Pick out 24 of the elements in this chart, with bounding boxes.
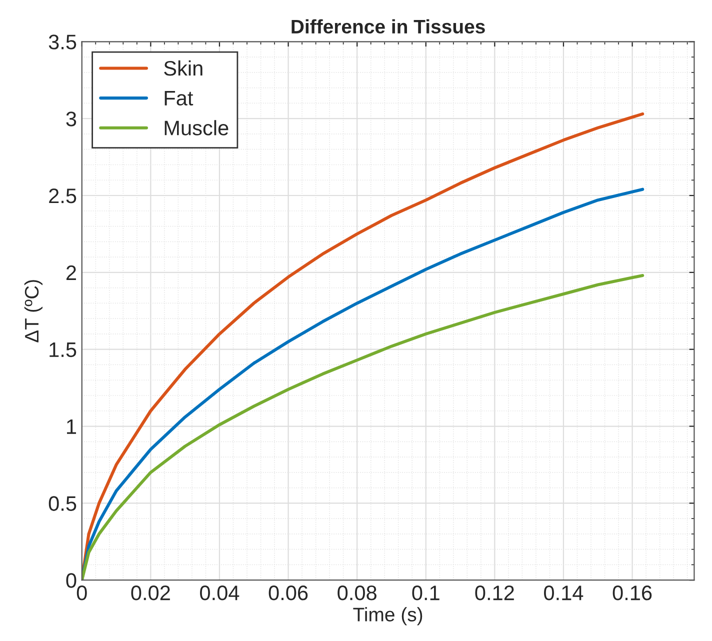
x-tick-label: 0: [76, 586, 87, 600]
y-tick-label: 3.5: [48, 34, 76, 50]
line-series: [82, 274, 644, 580]
x-tick-label: 0.06: [268, 586, 308, 600]
x-tick-label: 0.16: [612, 586, 652, 600]
x-tick-label: 0.14: [544, 586, 584, 600]
x-tick-label: 0.02: [131, 586, 170, 600]
x-tick-label: 0.12: [475, 586, 514, 600]
y-tick-label: 3: [66, 112, 76, 126]
y-tick-label: 1: [67, 419, 76, 434]
y-tick-label: 0: [66, 573, 76, 588]
x-axis-title: Time (s): [353, 607, 422, 626]
legend-label: Skin: [164, 60, 202, 76]
y-tick-label: 2.5: [49, 188, 76, 204]
y-tick-label: 0.5: [48, 496, 76, 511]
y-tick-label: 2: [66, 265, 76, 280]
x-tick-label: 0.1: [412, 586, 440, 600]
x-tick-label: 0.04: [200, 586, 240, 600]
legend-label: Fat: [164, 91, 194, 106]
chart-title: Difference in Tissues: [292, 19, 485, 34]
y-tick-label: 1.5: [50, 342, 76, 358]
y-axis-title: ΔT (ºC): [24, 280, 42, 342]
x-tick-label: 0.08: [338, 586, 376, 600]
legend-label: Muscle: [164, 120, 228, 136]
